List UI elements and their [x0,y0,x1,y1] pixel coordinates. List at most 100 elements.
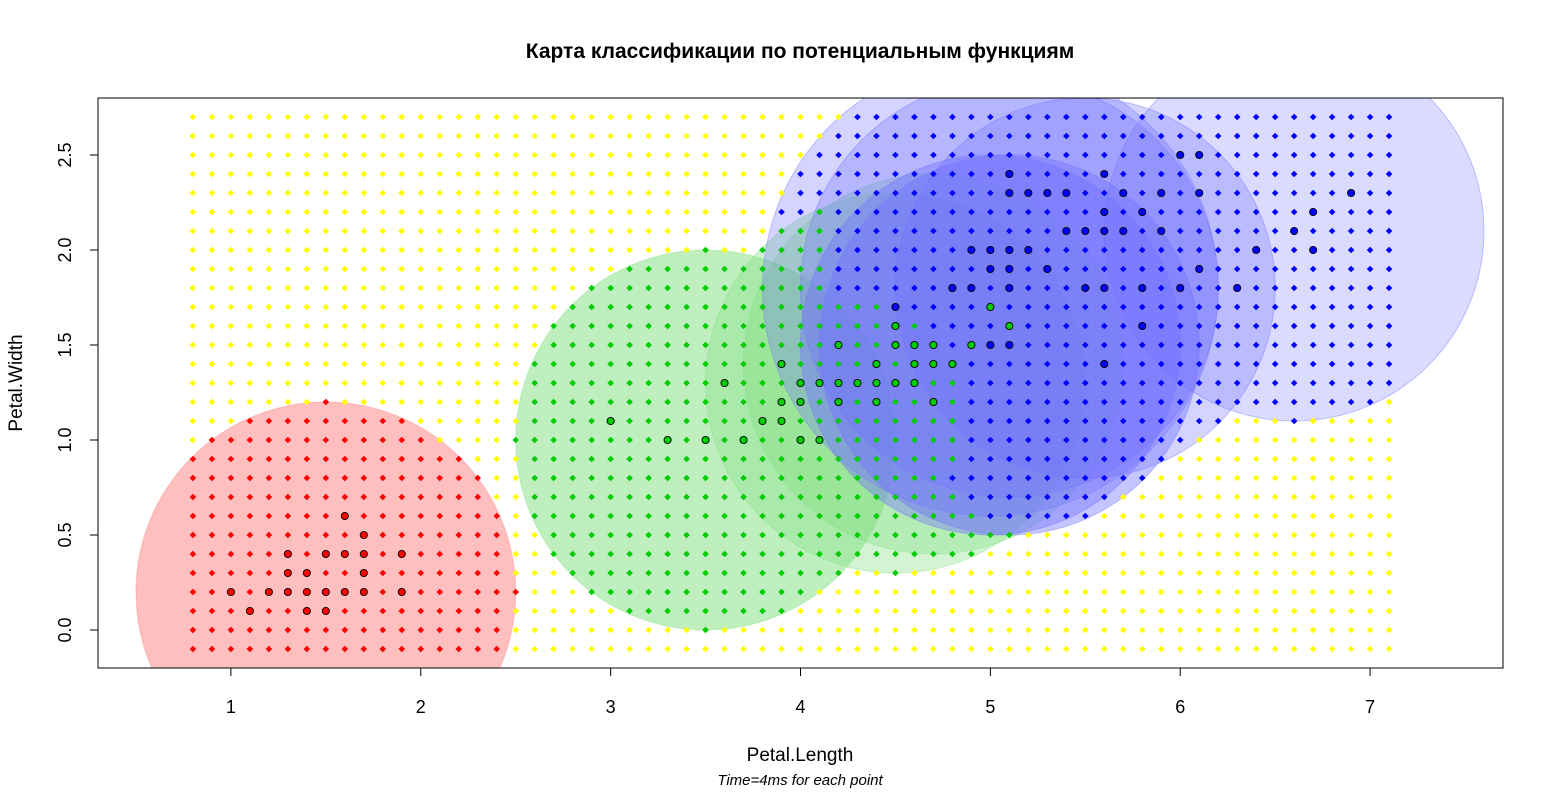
grid-point-unclassified [322,284,330,292]
grid-point-unclassified [512,284,520,292]
grid-point-versicolor [588,341,595,349]
grid-point-virginica [1063,113,1070,121]
grid-point-virginica [1290,113,1298,121]
grid-point-unclassified [1063,626,1070,634]
grid-point-setosa [474,588,482,596]
grid-point-unclassified [626,246,633,254]
grid-point-virginica [1214,208,1222,216]
chart-title: Карта классификации по потенциальным фун… [526,40,1075,63]
grid-point-setosa [417,455,425,463]
sample-point-versicolor [815,378,824,388]
grid-point-unclassified [778,189,785,197]
grid-point-virginica [930,303,937,311]
grid-point-virginica [987,474,994,482]
grid-point-virginica [1290,208,1298,216]
grid-point-setosa [512,588,520,596]
sample-point-virginica [1081,226,1090,236]
grid-point-virginica [1044,208,1051,216]
grid-point-unclassified [341,189,349,197]
grid-point-virginica [1100,493,1108,501]
grid-point-virginica [1176,322,1184,330]
grid-point-unclassified [531,151,538,159]
grid-point-virginica [1290,417,1298,425]
grid-point-unclassified [607,265,614,273]
grid-point-unclassified [227,379,235,387]
grid-point-unclassified [1157,474,1165,482]
grid-point-unclassified [322,322,330,330]
grid-point-unclassified [284,151,292,159]
grid-point-unclassified [1385,588,1393,596]
grid-point-unclassified [1347,436,1355,444]
sample-point-versicolor [758,416,767,426]
grid-point-versicolor [721,493,728,501]
grid-point-unclassified [474,322,482,330]
grid-point-versicolor [778,322,785,330]
grid-point-versicolor [873,436,880,444]
grid-point-unclassified [721,113,728,121]
sample-point-virginica [1195,188,1204,198]
grid-point-versicolor [797,227,804,235]
grid-point-unclassified [1252,531,1260,539]
grid-point-setosa [436,550,444,558]
grid-point-unclassified [1119,493,1127,501]
grid-point-virginica [1195,208,1203,216]
grid-point-versicolor [892,493,899,501]
grid-point-unclassified [189,379,197,387]
grid-point-setosa [189,493,197,501]
grid-point-versicolor [740,607,747,615]
sample-point-versicolor [910,340,919,350]
grid-point-versicolor [607,588,614,596]
grid-point-unclassified [1138,626,1146,634]
grid-point-virginica [1271,379,1279,387]
grid-point-unclassified [854,569,861,577]
grid-point-virginica [1195,360,1203,368]
grid-point-unclassified [1138,607,1146,615]
grid-point-unclassified [1044,569,1051,577]
grid-point-unclassified [664,170,671,178]
grid-point-virginica [1006,360,1013,368]
grid-point-virginica [1063,132,1070,140]
grid-point-unclassified [474,113,482,121]
grid-point-virginica [911,227,918,235]
grid-point-virginica [1233,151,1241,159]
grid-point-unclassified [265,151,273,159]
grid-point-unclassified [360,379,368,387]
grid-point-unclassified [930,645,937,653]
grid-point-unclassified [626,208,633,216]
grid-point-unclassified [1233,550,1241,558]
grid-point-versicolor [854,512,861,520]
grid-point-unclassified [303,170,311,178]
grid-point-unclassified [1290,569,1298,577]
grid-point-unclassified [208,284,216,292]
grid-point-virginica [1025,208,1032,216]
grid-point-virginica [911,303,918,311]
grid-point-unclassified [987,645,994,653]
grid-point-unclassified [227,227,235,235]
grid-point-setosa [284,512,292,520]
grid-point-unclassified [284,360,292,368]
grid-point-setosa [265,626,273,634]
grid-point-virginica [1385,379,1393,387]
grid-point-virginica [1195,379,1203,387]
grid-point-unclassified [1025,569,1032,577]
grid-point-virginica [930,113,937,121]
grid-point-setosa [246,550,254,558]
grid-point-setosa [474,531,482,539]
sample-point-versicolor [910,378,919,388]
grid-point-virginica [1271,246,1279,254]
grid-point-unclassified [835,607,842,615]
x-tick-label: 5 [985,697,995,717]
grid-point-versicolor [645,569,652,577]
grid-point-virginica [1347,265,1355,273]
grid-point-virginica [1025,132,1032,140]
grid-point-virginica [1233,113,1241,121]
sample-point-versicolor [834,397,843,407]
grid-point-unclassified [284,132,292,140]
grid-point-versicolor [740,303,747,311]
grid-point-virginica [1157,113,1165,121]
grid-point-virginica [1366,360,1374,368]
sample-point-virginica [1347,188,1356,198]
grid-point-versicolor [835,436,842,444]
sample-point-virginica [1081,283,1090,293]
